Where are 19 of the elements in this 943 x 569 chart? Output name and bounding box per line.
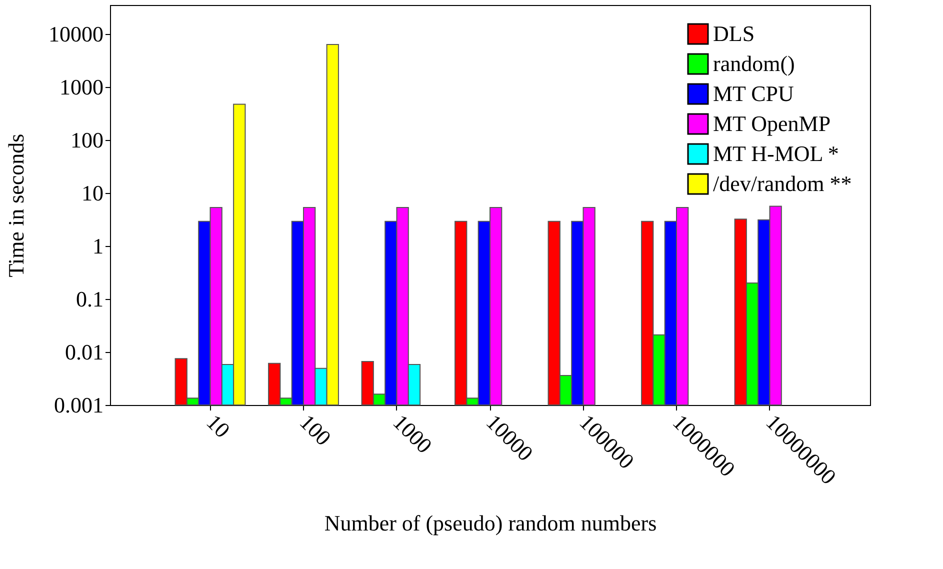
y-tick-label: 10 <box>82 180 104 206</box>
y-tick-label: 0.1 <box>76 286 104 312</box>
x-tick-label: 10 <box>202 409 235 443</box>
y-tick-label: 1000 <box>60 74 104 100</box>
x-tick-label: 100 <box>295 409 336 450</box>
legend-label: random() <box>713 51 795 76</box>
x-tick-label: 1000 <box>388 409 438 458</box>
legend-label: DLS <box>713 21 755 46</box>
x-axis-title: Number of (pseudo) random numbers <box>324 510 657 536</box>
y-tick-label: 10000 <box>48 21 104 46</box>
legend-label: MT H-MOL * <box>713 141 839 166</box>
legend-label: /dev/random ** <box>713 171 852 196</box>
y-tick-label: 1 <box>92 233 104 258</box>
y-tick-label: 100 <box>70 127 104 152</box>
legend-label: MT CPU <box>713 81 794 106</box>
y-tick-label: 0.01 <box>65 339 104 364</box>
y-tick-label: 0.001 <box>54 392 104 418</box>
y-axis-title: Time in seconds <box>4 134 28 278</box>
legend-label: MT OpenMP <box>713 111 831 136</box>
